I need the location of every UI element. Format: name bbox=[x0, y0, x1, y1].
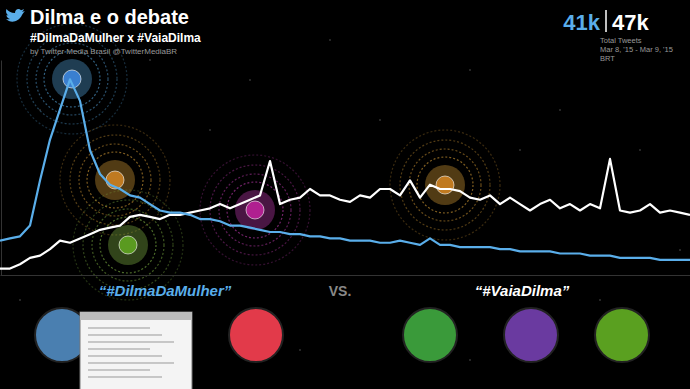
avatar bbox=[504, 308, 558, 362]
x-axis bbox=[1, 275, 690, 276]
screenshot bbox=[80, 312, 192, 389]
glow-core bbox=[119, 236, 137, 254]
glow-halo bbox=[235, 190, 275, 230]
avatars bbox=[35, 308, 649, 389]
star bbox=[679, 249, 681, 251]
total-separator bbox=[605, 10, 607, 32]
glow-halo bbox=[52, 59, 92, 99]
star bbox=[329, 39, 331, 41]
plot-area bbox=[0, 79, 690, 268]
y-axis bbox=[1, 61, 2, 276]
glow-ring bbox=[219, 174, 291, 246]
screenshot-line bbox=[88, 377, 162, 378]
glow-ring bbox=[100, 217, 156, 273]
glow-halo bbox=[108, 225, 148, 265]
screenshot-line bbox=[88, 342, 174, 343]
star bbox=[299, 349, 301, 351]
glow-core bbox=[436, 176, 454, 194]
screenshot-line bbox=[88, 328, 150, 329]
avatar bbox=[595, 308, 649, 362]
period: Mar 8, '15 - Mar 9, '15 bbox=[600, 45, 673, 54]
glow-ring bbox=[83, 200, 173, 290]
totals-label: Total Tweets bbox=[600, 36, 642, 45]
star bbox=[469, 69, 471, 71]
star bbox=[559, 109, 561, 111]
legend-label: “#VaiaDilma” bbox=[475, 282, 570, 299]
chart-canvas: Dilma e o debate #DilmaDaMulher x #VaiaDi… bbox=[0, 0, 690, 389]
screenshot-line bbox=[88, 356, 162, 357]
glow-ring bbox=[210, 165, 300, 255]
glow-ring bbox=[409, 149, 481, 221]
avatar bbox=[229, 308, 283, 362]
legend-label: “#DilmaDaMulher” bbox=[99, 282, 232, 299]
series-line bbox=[0, 79, 690, 260]
series-line bbox=[0, 159, 690, 269]
glow-ring bbox=[44, 51, 100, 107]
glow-rings bbox=[17, 24, 500, 300]
star bbox=[519, 149, 521, 151]
glow-core bbox=[246, 201, 264, 219]
glow bbox=[200, 155, 310, 265]
title: Dilma e o debate bbox=[30, 6, 189, 28]
screenshot-line bbox=[88, 335, 162, 336]
avatar bbox=[403, 308, 457, 362]
screenshot-bar bbox=[80, 312, 192, 320]
star bbox=[209, 129, 211, 131]
star bbox=[249, 79, 251, 81]
star bbox=[149, 59, 151, 61]
screenshot-line bbox=[88, 363, 174, 364]
star bbox=[599, 299, 601, 301]
credit: by Twitter Media Brasil @TwitterMediaBR bbox=[30, 47, 177, 56]
screenshot-line bbox=[88, 349, 150, 350]
subtitle: #DilmaDaMulher x #VaiaDilma bbox=[30, 31, 201, 45]
glow-ring bbox=[417, 157, 473, 213]
y-axis-line bbox=[1, 61, 2, 276]
glow-ring bbox=[200, 155, 310, 265]
star bbox=[19, 299, 21, 301]
star bbox=[379, 119, 381, 121]
period: BRT bbox=[600, 54, 615, 63]
star bbox=[469, 359, 471, 361]
versus: VS. bbox=[329, 283, 352, 299]
total-value: 47k bbox=[612, 10, 649, 35]
screenshot-line bbox=[88, 370, 150, 371]
star bbox=[639, 149, 641, 151]
twitter-bird bbox=[6, 9, 25, 22]
x-axis-line bbox=[1, 275, 690, 276]
twitter-bird-icon bbox=[6, 9, 25, 22]
total-value: 41k bbox=[563, 10, 600, 35]
